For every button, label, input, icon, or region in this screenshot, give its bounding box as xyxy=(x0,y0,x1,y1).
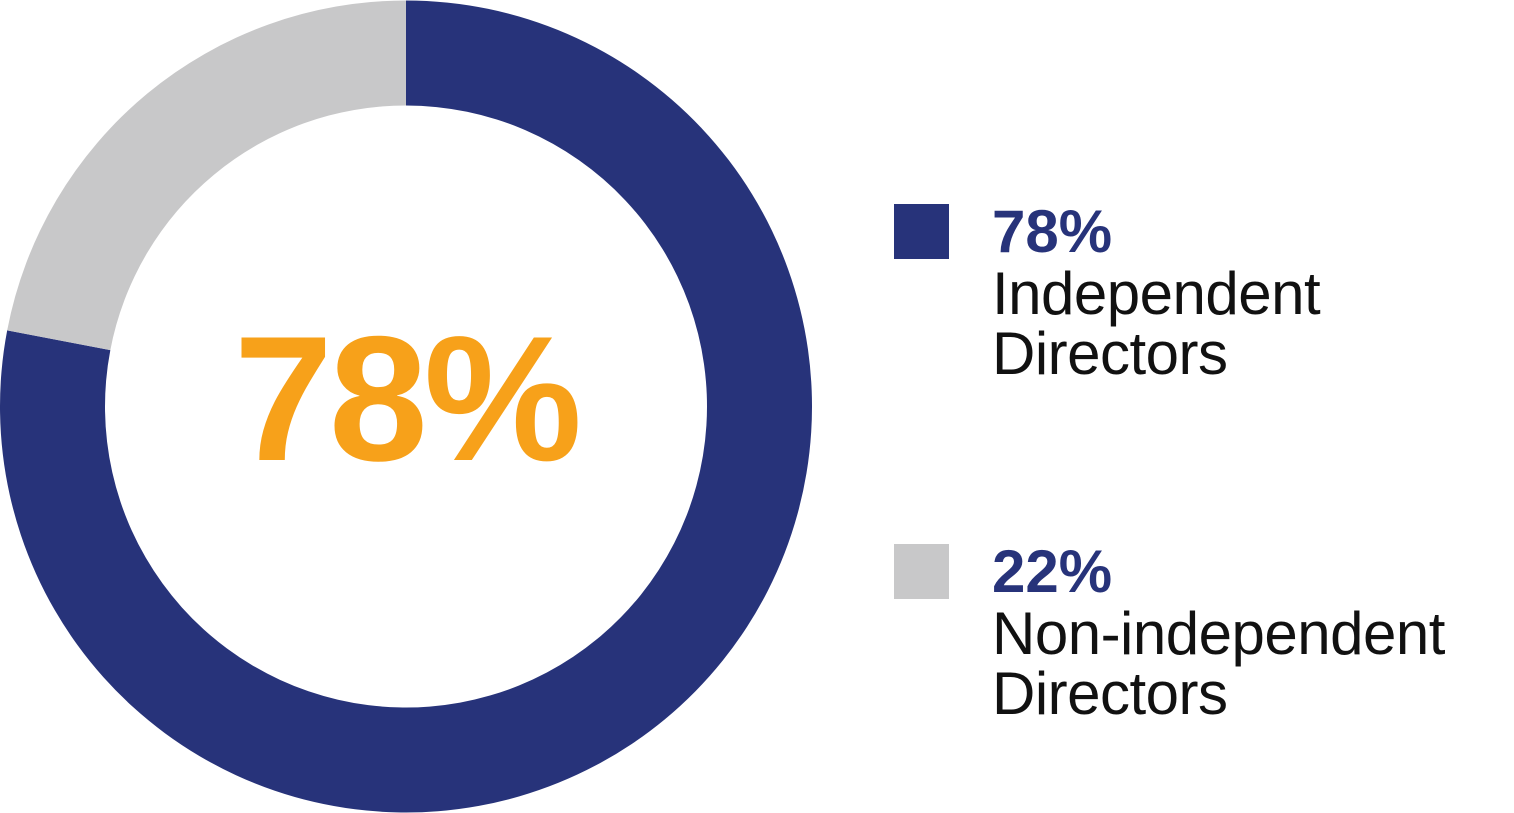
legend-value-independent: 78% xyxy=(992,198,1113,265)
legend-text-independent: 78% Independent Directors xyxy=(992,200,1514,384)
legend-label-independent-line2: Directors xyxy=(992,320,1228,387)
center-percentage: 78% xyxy=(233,299,582,498)
legend-label-non-independent-line1: Non-independent xyxy=(992,600,1445,667)
slice-non-independent xyxy=(7,0,407,351)
donut-center-label: 78% xyxy=(233,299,582,498)
donut-chart xyxy=(0,0,812,813)
legend-swatch-non-independent xyxy=(894,544,949,599)
legend-label-independent-line1: Independent xyxy=(992,260,1321,327)
legend-swatch-independent xyxy=(894,204,949,259)
legend-text-non-independent: 22% Non-independent Directors xyxy=(992,540,1514,724)
donut-slices xyxy=(0,0,812,813)
legend-label-non-independent-line2: Directors xyxy=(992,660,1228,727)
legend-value-non-independent: 22% xyxy=(992,538,1113,605)
